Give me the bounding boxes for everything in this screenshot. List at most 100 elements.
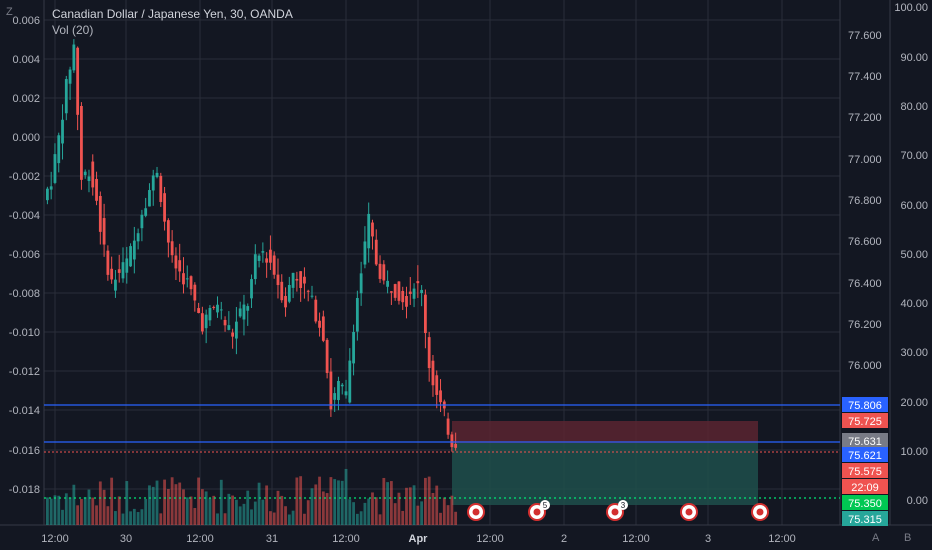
candle-body	[114, 279, 117, 291]
volume-axis-tick: 100.00	[894, 2, 928, 14]
event-count-badge	[540, 500, 550, 510]
event-count-text: 3	[621, 501, 626, 510]
volume-bar	[178, 482, 182, 525]
volume-bar	[189, 496, 193, 525]
event-dot-icon	[533, 508, 541, 516]
price-axis-tick: 76.200	[848, 319, 882, 331]
candle-body	[329, 371, 333, 410]
volume-bar	[114, 511, 117, 525]
price-tag-label: 75.631	[848, 436, 882, 448]
candle-body	[310, 295, 314, 297]
price-axis-tick: 77.000	[848, 154, 882, 166]
time-axis-tick: 12:00	[41, 533, 69, 545]
volume-bar	[265, 485, 269, 525]
candle-body	[276, 274, 280, 286]
candle-body	[401, 290, 405, 303]
stop-zone	[452, 421, 758, 443]
candle-body	[80, 106, 83, 180]
candle-body	[185, 278, 189, 280]
volume-bar	[223, 513, 227, 525]
candle-body	[303, 276, 306, 284]
volume-bar	[212, 495, 216, 525]
volume-bar	[261, 499, 265, 525]
position-zones	[452, 421, 758, 505]
candle-body	[121, 262, 125, 279]
price-tag-label: 75.315	[848, 514, 882, 526]
candle-body	[412, 288, 416, 299]
volume-bar	[80, 499, 83, 525]
chart-legend: Canadian Dollar / Japanese Yen, 30, OAND…	[52, 6, 293, 38]
volume-bar	[117, 496, 121, 525]
volume-bar	[106, 506, 110, 525]
volume-bar	[299, 476, 303, 525]
candle-body	[166, 220, 170, 243]
candle-body	[163, 193, 166, 222]
candle-body	[291, 272, 295, 288]
candle-body	[261, 251, 265, 253]
volume-bar	[314, 484, 318, 525]
volume-bar	[291, 510, 295, 525]
volume-bar	[378, 514, 382, 525]
candle-body	[265, 258, 269, 263]
volume-bar	[231, 495, 235, 525]
volume-bar	[318, 476, 321, 525]
price-tag-label: 75.806	[848, 400, 882, 412]
candle-body	[61, 119, 64, 144]
volume-bar	[159, 513, 163, 525]
volume-bar	[442, 497, 446, 525]
volume-bar	[170, 477, 174, 525]
candle-body	[295, 278, 299, 281]
volume-bar	[235, 499, 238, 525]
volume-bar	[155, 480, 159, 525]
candle-body	[269, 249, 272, 263]
volume-bar	[405, 487, 408, 525]
volume-bar	[257, 482, 261, 525]
left-axis-tick: 0.004	[12, 54, 40, 66]
volume-bar	[269, 511, 272, 525]
volume-bar	[420, 501, 424, 525]
candle-body	[359, 273, 363, 294]
candle-body	[352, 331, 355, 364]
candle-body	[420, 289, 424, 294]
candle-body	[76, 47, 80, 115]
time-axis-tick: 12:00	[186, 533, 214, 545]
volume-bar	[227, 493, 231, 525]
left-axis-tick: -0.012	[9, 366, 40, 378]
candle-body	[340, 384, 344, 387]
volume-bar	[325, 493, 329, 525]
candle-body	[393, 284, 397, 298]
volume-bar	[242, 503, 246, 525]
scale-mode-button[interactable]: B	[904, 532, 912, 544]
volume-bar	[401, 510, 405, 525]
candle-body	[87, 176, 91, 181]
candle-body	[216, 304, 219, 313]
candle-body	[159, 175, 163, 202]
volume-bar	[76, 505, 80, 525]
candle-body	[208, 307, 212, 321]
candle-body	[321, 316, 325, 341]
volume-bar	[193, 508, 197, 525]
volume-bar	[87, 489, 91, 525]
candle-body	[106, 250, 110, 275]
price-tag-bg	[842, 495, 888, 510]
volume-bar	[132, 508, 136, 525]
left-axis-tick: -0.008	[9, 288, 40, 300]
candle-body	[427, 337, 431, 369]
candle-body	[219, 309, 223, 311]
zoom-icon[interactable]: Z	[6, 6, 13, 18]
volume-bar	[416, 505, 420, 525]
volume-bar	[200, 489, 204, 525]
candle-body	[435, 375, 439, 395]
candle-body	[439, 390, 442, 403]
volume-bar	[374, 497, 378, 525]
left-axis-tick: -0.006	[9, 249, 40, 261]
candle-body	[374, 239, 378, 265]
volume-bar	[83, 497, 87, 525]
volume-bar	[238, 506, 242, 525]
candle-body	[446, 418, 450, 435]
volume-bar	[344, 468, 348, 525]
auto-scale-button[interactable]: A	[872, 532, 880, 544]
candle-body	[49, 186, 53, 190]
price-tag-bg	[842, 447, 888, 462]
